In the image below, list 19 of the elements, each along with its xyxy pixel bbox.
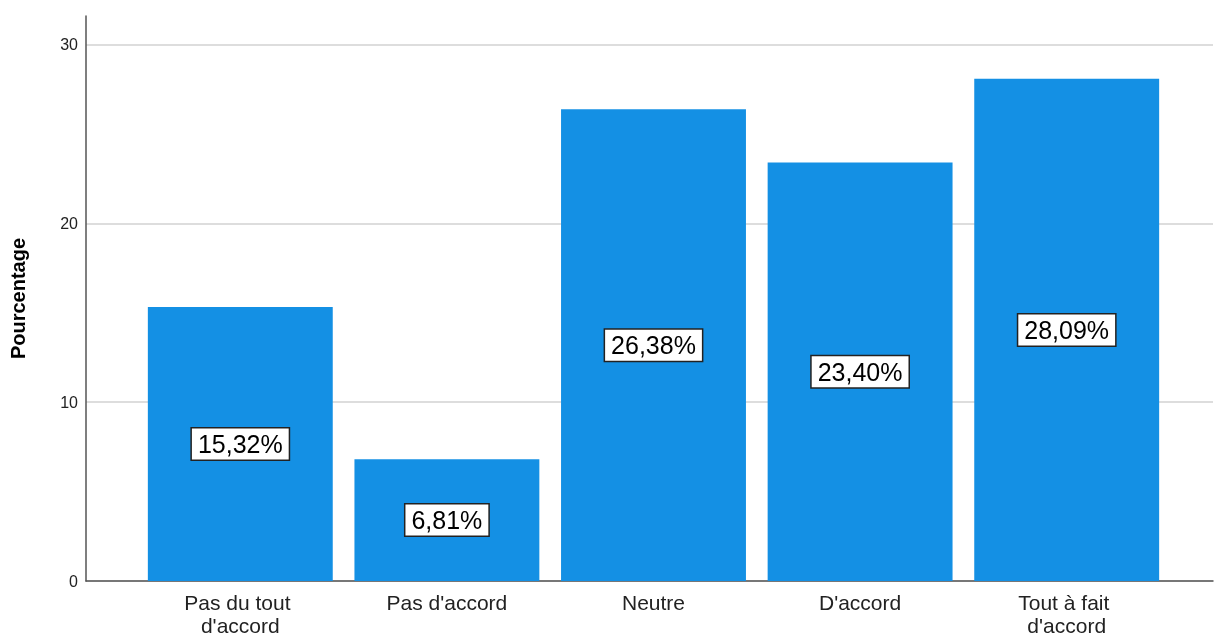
x-tick-label: Pas d'accord [386, 591, 508, 614]
data-label: 15,32% [197, 430, 283, 459]
data-label: 26,38% [611, 331, 696, 360]
y-axis-title: Pourcentage [7, 237, 29, 360]
data-label: 6,81% [411, 506, 483, 535]
x-tick-label: Neutre [621, 591, 686, 614]
y-tick-label: 10 [60, 393, 79, 411]
x-tick-label: Tout à fait d'accord [1018, 591, 1116, 637]
bar [974, 78, 1160, 581]
x-tick-label: Pas du tout d'accord [184, 591, 297, 637]
data-label: 23,40% [817, 357, 903, 386]
y-tick-label: 20 [60, 214, 79, 232]
bar [561, 109, 746, 581]
data-label: 28,09% [1024, 315, 1110, 344]
y-tick-label: 0 [69, 572, 79, 590]
x-tick-label: D'accord [818, 591, 902, 614]
y-tick-label: 30 [60, 36, 79, 54]
bar [147, 307, 333, 581]
bar [767, 162, 953, 581]
